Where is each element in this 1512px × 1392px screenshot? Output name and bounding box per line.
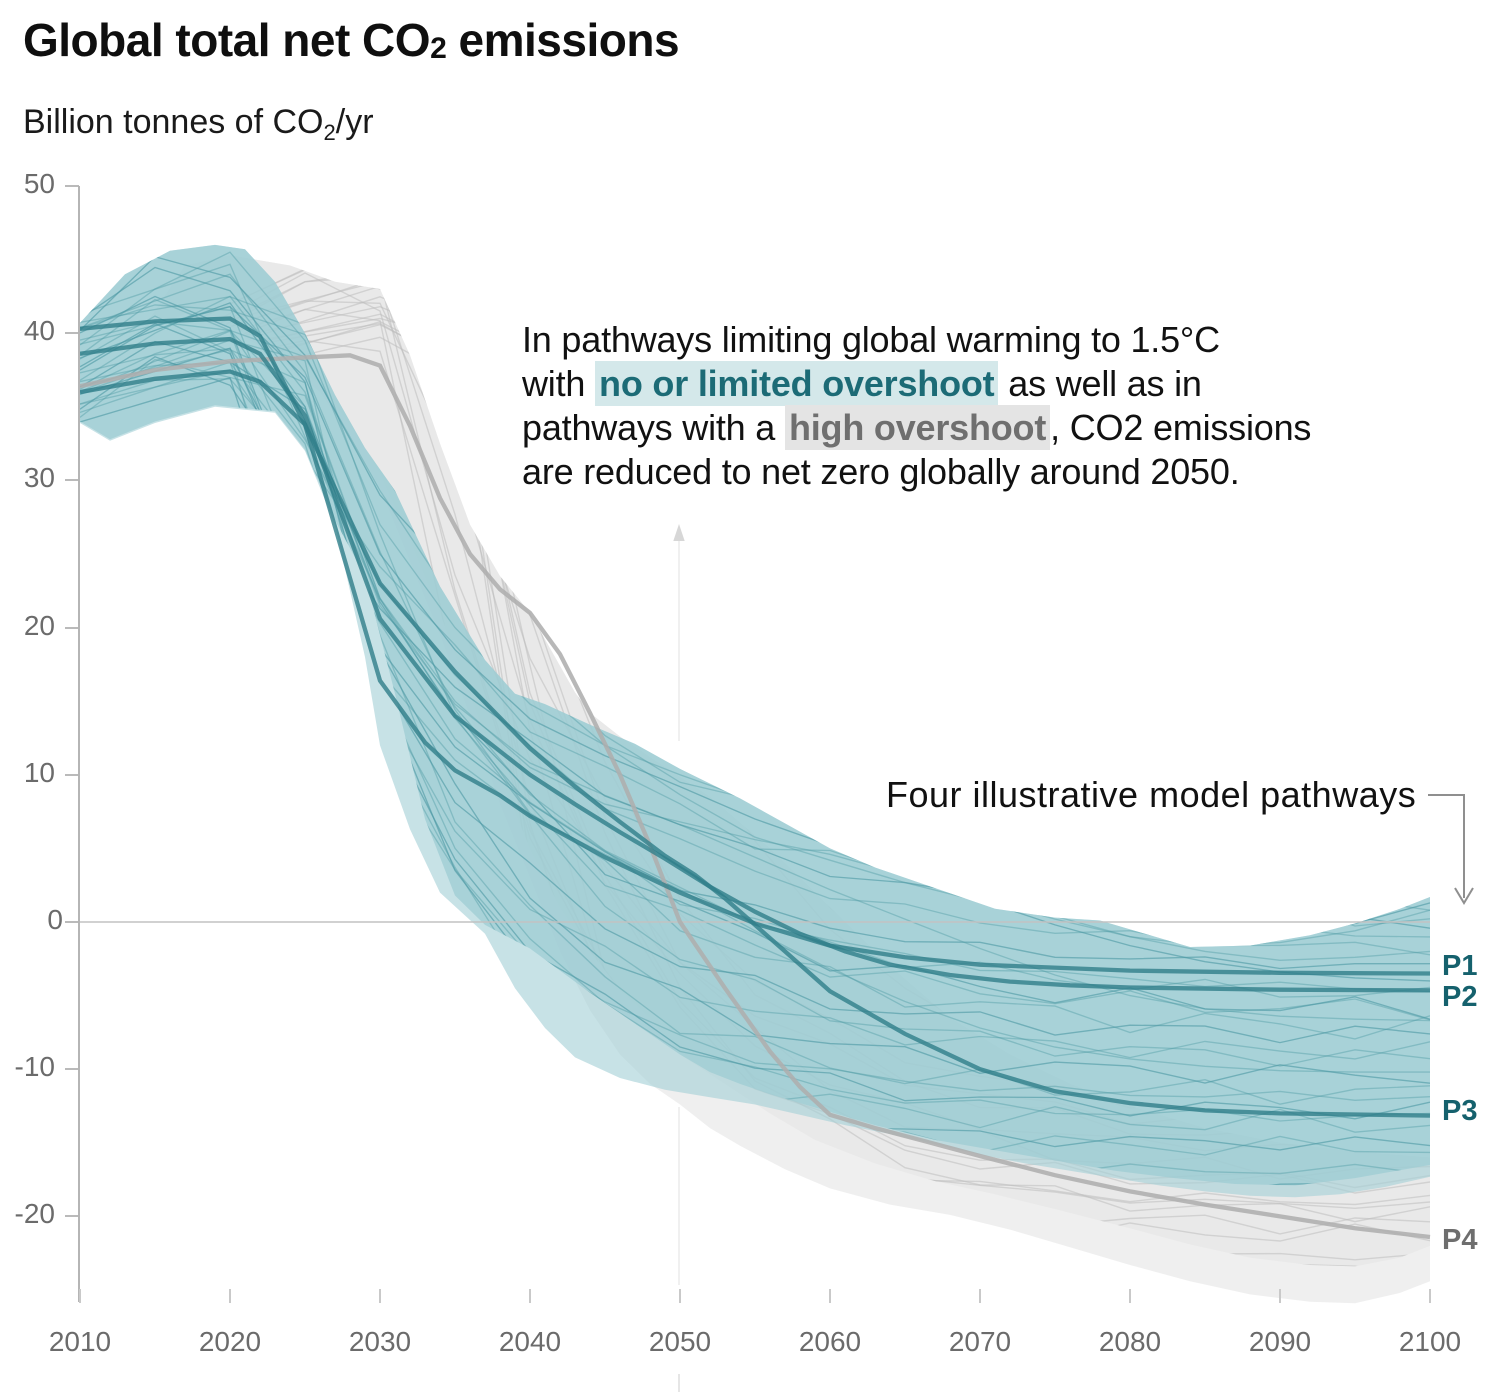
svg-text:40: 40 <box>24 315 55 346</box>
svg-text:10: 10 <box>24 757 55 788</box>
svg-text:-20: -20 <box>15 1198 55 1229</box>
svg-text:P1: P1 <box>1442 950 1477 982</box>
svg-text:50: 50 <box>24 168 55 199</box>
svg-text:30: 30 <box>24 462 55 493</box>
svg-text:P4: P4 <box>1442 1224 1477 1256</box>
svg-text:-10: -10 <box>15 1051 55 1082</box>
svg-text:2090: 2090 <box>1249 1326 1311 1357</box>
svg-text:2060: 2060 <box>799 1326 861 1357</box>
svg-text:2030: 2030 <box>349 1326 411 1357</box>
svg-text:0: 0 <box>47 904 63 935</box>
svg-text:P3: P3 <box>1442 1095 1477 1127</box>
svg-text:2010: 2010 <box>49 1326 111 1357</box>
svg-text:20: 20 <box>24 610 55 641</box>
svg-text:P2: P2 <box>1442 981 1477 1013</box>
svg-text:2070: 2070 <box>949 1326 1011 1357</box>
svg-text:2080: 2080 <box>1099 1326 1161 1357</box>
svg-text:2020: 2020 <box>199 1326 261 1357</box>
svg-text:2040: 2040 <box>499 1326 561 1357</box>
svg-text:2100: 2100 <box>1399 1326 1461 1357</box>
svg-text:2050: 2050 <box>649 1326 711 1357</box>
